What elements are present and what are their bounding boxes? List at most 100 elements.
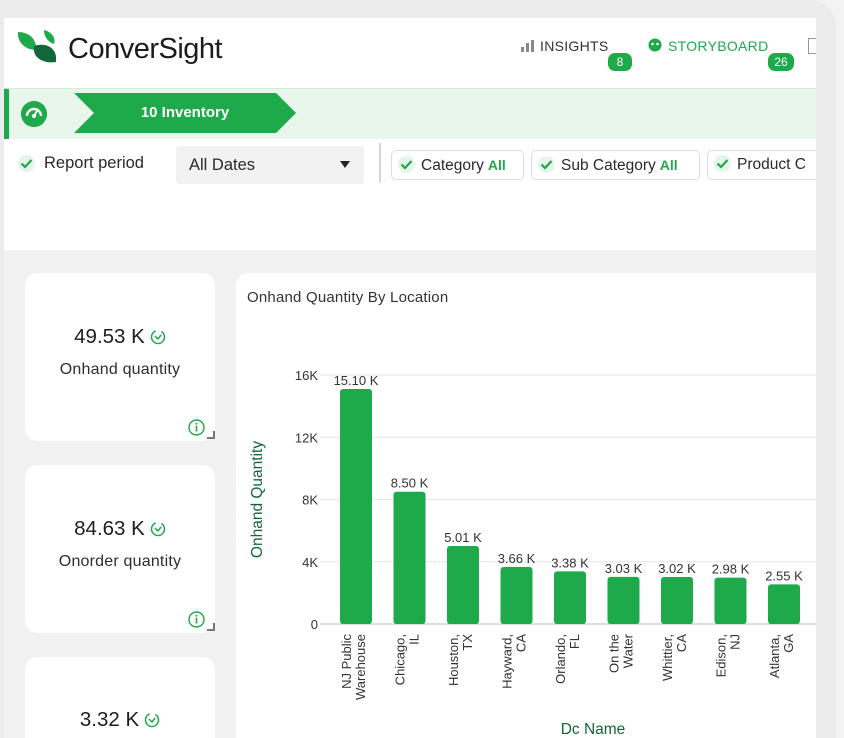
kpi-value: 84.63 K (25, 517, 215, 541)
x-tick-label: CA (674, 634, 689, 652)
category-filter-value: All (487, 157, 506, 173)
kpi-value-text: 3.32 K (79, 708, 140, 731)
y-axis-label: Onhand Quantity (249, 441, 266, 558)
kpi-card-onorder[interactable]: 84.63 K Onorder quantity (25, 465, 215, 633)
x-tick-label: Orlando, (553, 634, 568, 684)
bar (661, 577, 693, 624)
kpi-value-text: 49.53 K (74, 325, 145, 348)
bar (714, 577, 747, 624)
x-tick-label: Chicago, (393, 634, 408, 685)
y-tick-label: 12K (295, 430, 318, 445)
data-label: 3.02 K (658, 561, 696, 576)
nav-insights-label: INSIGHTS (540, 38, 609, 54)
kpi-label: Onorder quantity (58, 553, 182, 570)
bar (500, 567, 533, 624)
bar-chart-icon (521, 40, 534, 52)
breadcrumb-label: 10 Inventory (140, 104, 230, 121)
insights-count-badge: 8 (606, 51, 634, 73)
brand-name: ConverSight (68, 33, 223, 65)
info-icon[interactable] (188, 419, 205, 436)
report-period-label: Report period (44, 154, 144, 172)
x-tick-label: NJ (728, 634, 743, 650)
storyboard-icon (648, 38, 662, 52)
info-icon[interactable] (188, 611, 205, 628)
sub-category-filter-value: All (659, 157, 678, 173)
bar (393, 491, 426, 624)
bar (447, 546, 479, 624)
x-tick-label: NJ Public (339, 634, 354, 689)
nav-storyboard-label: STORYBOARD (668, 38, 769, 54)
x-tick-label: Houston, (446, 634, 461, 686)
chart-card: Onhand Quantity By Location 0 4K 8K 12K 16K O… (236, 273, 816, 738)
trend-refresh-icon (150, 521, 166, 537)
nav-insights[interactable]: INSIGHTS (520, 38, 609, 54)
x-tick-label: Warehouse (353, 634, 368, 700)
chevron-down-icon (340, 161, 350, 168)
kpi-card-onhand[interactable]: 49.53 K Onhand quantity (25, 273, 215, 441)
breadcrumb-bar: 10 Inventory (4, 88, 816, 140)
storyboard-count-badge: 26 (766, 51, 796, 73)
bar (554, 571, 586, 624)
data-label: 15.10 K (334, 373, 379, 388)
sub-category-filter-chip[interactable]: Sub Category All (531, 150, 700, 180)
y-tick-label: 16K (295, 368, 318, 383)
y-tick-label: 0 (311, 617, 318, 632)
bar-chart: 0 4K 8K 12K 16K Onhand Quantity 15.10 K NJ Publ… (249, 368, 816, 738)
data-label: 2.98 K (712, 562, 750, 577)
resize-handle[interactable] (207, 431, 215, 439)
nav-storyboard[interactable]: STORYBOARD (648, 38, 769, 54)
top-header: ConverSight INSIGHTS 8 STORYBOARD 26 (4, 18, 816, 88)
x-tick-label: Edison, (714, 634, 729, 677)
report-period-filter[interactable]: Report period (18, 154, 144, 173)
chart-title: Onhand Quantity By Location (247, 289, 449, 306)
breadcrumb-item-inventory[interactable]: 10 Inventory (74, 93, 296, 133)
breadcrumb-arrow-shape (74, 93, 296, 133)
report-period-value: All Dates (189, 156, 256, 174)
x-tick-label: CA (514, 634, 529, 652)
kpi-value-text: 84.63 K (74, 517, 145, 540)
bar (607, 576, 640, 624)
conversight-logo-icon (18, 30, 56, 63)
kpi-card-third[interactable]: 3.32 K (25, 657, 215, 738)
x-tick-label: FL (567, 634, 582, 649)
app-window: ConverSight INSIGHTS 8 STORYBOARD 26 (4, 18, 816, 738)
filter-bar: Report period All Dates Category All Sub … (4, 139, 816, 250)
check-icon (18, 155, 35, 173)
data-label: 3.66 K (498, 551, 536, 566)
category-filter-chip[interactable]: Category All (391, 150, 524, 180)
product-filter-label: Product C (737, 156, 806, 173)
category-filter-label: Category (421, 157, 484, 174)
x-tick-label: IL (407, 634, 422, 645)
data-label: 5.01 K (444, 530, 482, 545)
kpi-value: 3.32 K (25, 708, 215, 732)
x-tick-label: TX (460, 634, 475, 651)
x-tick-label: GA (781, 634, 796, 653)
x-tick-label: Whittier, (660, 634, 675, 681)
x-tick-label: Hayward, (500, 634, 515, 689)
sub-category-filter-label: Sub Category (561, 157, 656, 174)
check-icon (714, 155, 731, 172)
report-period-select[interactable]: All Dates (176, 146, 364, 184)
trend-refresh-icon (150, 329, 166, 345)
x-tick-label: Water (621, 633, 636, 668)
check-icon (398, 156, 415, 173)
kpi-value: 49.53 K (25, 325, 215, 349)
x-tick-label: On the (607, 634, 622, 673)
kpi-label: Onhand quantity (59, 361, 181, 378)
check-icon (538, 156, 555, 173)
data-label: 8.50 K (391, 476, 429, 491)
data-label: 3.38 K (551, 555, 589, 570)
y-tick-label: 8K (302, 493, 318, 508)
data-label: 2.55 K (765, 568, 803, 583)
divider (379, 143, 381, 183)
trend-refresh-icon (144, 712, 160, 728)
y-tick-label: 4K (302, 555, 318, 570)
active-stripe (4, 89, 9, 139)
bar (340, 389, 372, 624)
dashboard-gauge-icon[interactable] (21, 101, 47, 127)
x-axis-label: Dc Name (561, 721, 626, 738)
more-nav-icon[interactable] (808, 38, 816, 54)
x-tick-label: Atlanta, (767, 634, 782, 678)
resize-handle[interactable] (207, 623, 215, 631)
product-filter-chip[interactable]: Product C (707, 150, 816, 180)
